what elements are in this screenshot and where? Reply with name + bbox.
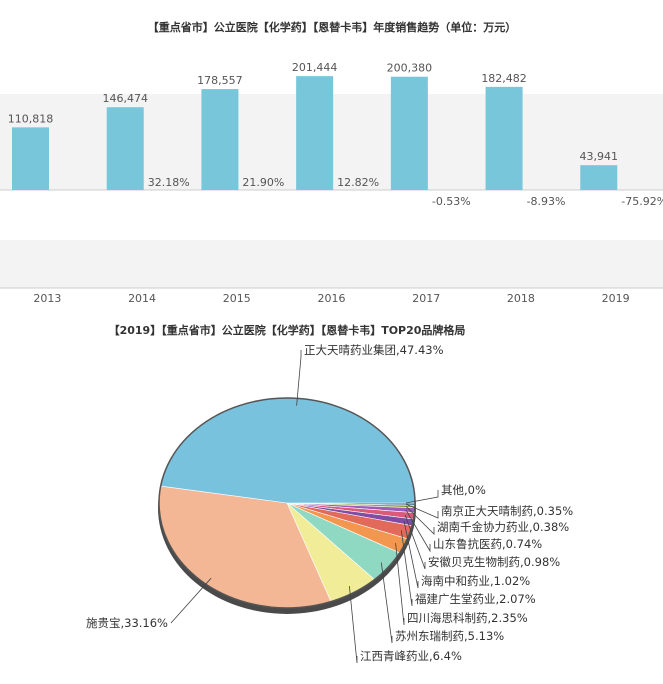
slice-label-11: 正大天晴药业集团,47.43% [304,343,444,357]
value-label-2016: 201,444 [292,61,338,74]
value-label-2018: 182,482 [481,72,527,85]
leader-line-9 [349,586,358,664]
growth-label-2016: 12.82% [337,176,379,189]
value-label-2013: 110,818 [8,112,54,125]
slice-label-9: 江西青峰药业,6.4% [360,649,462,663]
bar-2016 [296,76,334,190]
slice-label-10: 施贵宝,33.16% [86,616,168,630]
growth-label-2015: 21.90% [242,176,284,189]
slice-label-7: 四川海思科制药,2.35% [407,611,528,625]
slice-label-6: 福建广生堂药业,2.07% [415,592,536,606]
leader-line-5 [403,520,419,589]
value-label-2014: 146,474 [102,92,148,105]
leader-line-2 [405,506,435,535]
slice-label-3: 山东鲁抗医药,0.74% [433,537,542,551]
pie-outline [158,397,416,609]
brand-share-pie-chart: 【2019】【重点省市】公立医院【化学药】【恩替卡韦】TOP20品牌格局 其他,… [86,323,573,664]
growth-label-2019: -75.92% [621,195,663,208]
leader-line-6 [400,530,413,607]
pie-chart-title: 【2019】【重点省市】公立医院【化学药】【恩替卡韦】TOP20品牌格局 [109,323,466,337]
x-tick-2016: 2016 [318,292,346,305]
slice-label-5: 海南中和药业,1.02% [421,574,530,588]
leader-line-11 [296,350,302,406]
bar-2014 [106,107,144,190]
x-tick-2015: 2015 [223,292,251,305]
x-tick-2019: 2019 [602,292,630,305]
leader-line-4 [404,514,426,570]
bar-2019 [580,165,618,190]
growth-label-2018: -8.93% [527,195,566,208]
leader-line-1 [405,503,439,519]
bar-2017 [390,76,428,190]
slice-label-8: 苏州东瑞制药,5.13% [395,629,504,643]
x-tick-2013: 2013 [33,292,61,305]
leader-line-3 [405,509,431,553]
bar-chart-title: 【重点省市】公立医院【化学药】【恩替卡韦】年度销售趋势（单位：万元） [148,20,517,34]
value-label-2019: 43,941 [580,150,619,163]
leader-line-8 [380,562,393,644]
slice-label-0: 其他,0% [441,483,486,497]
x-tick-2018: 2018 [507,292,535,305]
value-label-2017: 200,380 [387,62,433,75]
value-label-2015: 178,557 [197,74,243,87]
lower-band [0,240,663,288]
growth-label-2014: 32.18% [148,176,190,189]
bar-2015 [201,89,239,190]
bar-2018 [485,86,523,190]
x-tick-2014: 2014 [128,292,156,305]
annual-sales-bar-chart: 【重点省市】公立医院【化学药】【恩替卡韦】年度销售趋势（单位：万元） 110,8… [0,20,663,305]
growth-label-2017: -0.53% [432,195,471,208]
leader-line-10 [170,577,212,624]
slice-label-4: 安徽贝克生物制药,0.98% [428,555,560,569]
pie-slice-11 [160,397,416,504]
bar-2013 [12,127,49,190]
leader-line-0 [405,490,439,504]
slice-label-1: 南京正大天晴制药,0.35% [441,504,573,518]
slice-label-2: 湖南千金协力药业,0.38% [437,520,569,534]
leader-line-7 [395,542,405,626]
x-tick-2017: 2017 [412,292,440,305]
